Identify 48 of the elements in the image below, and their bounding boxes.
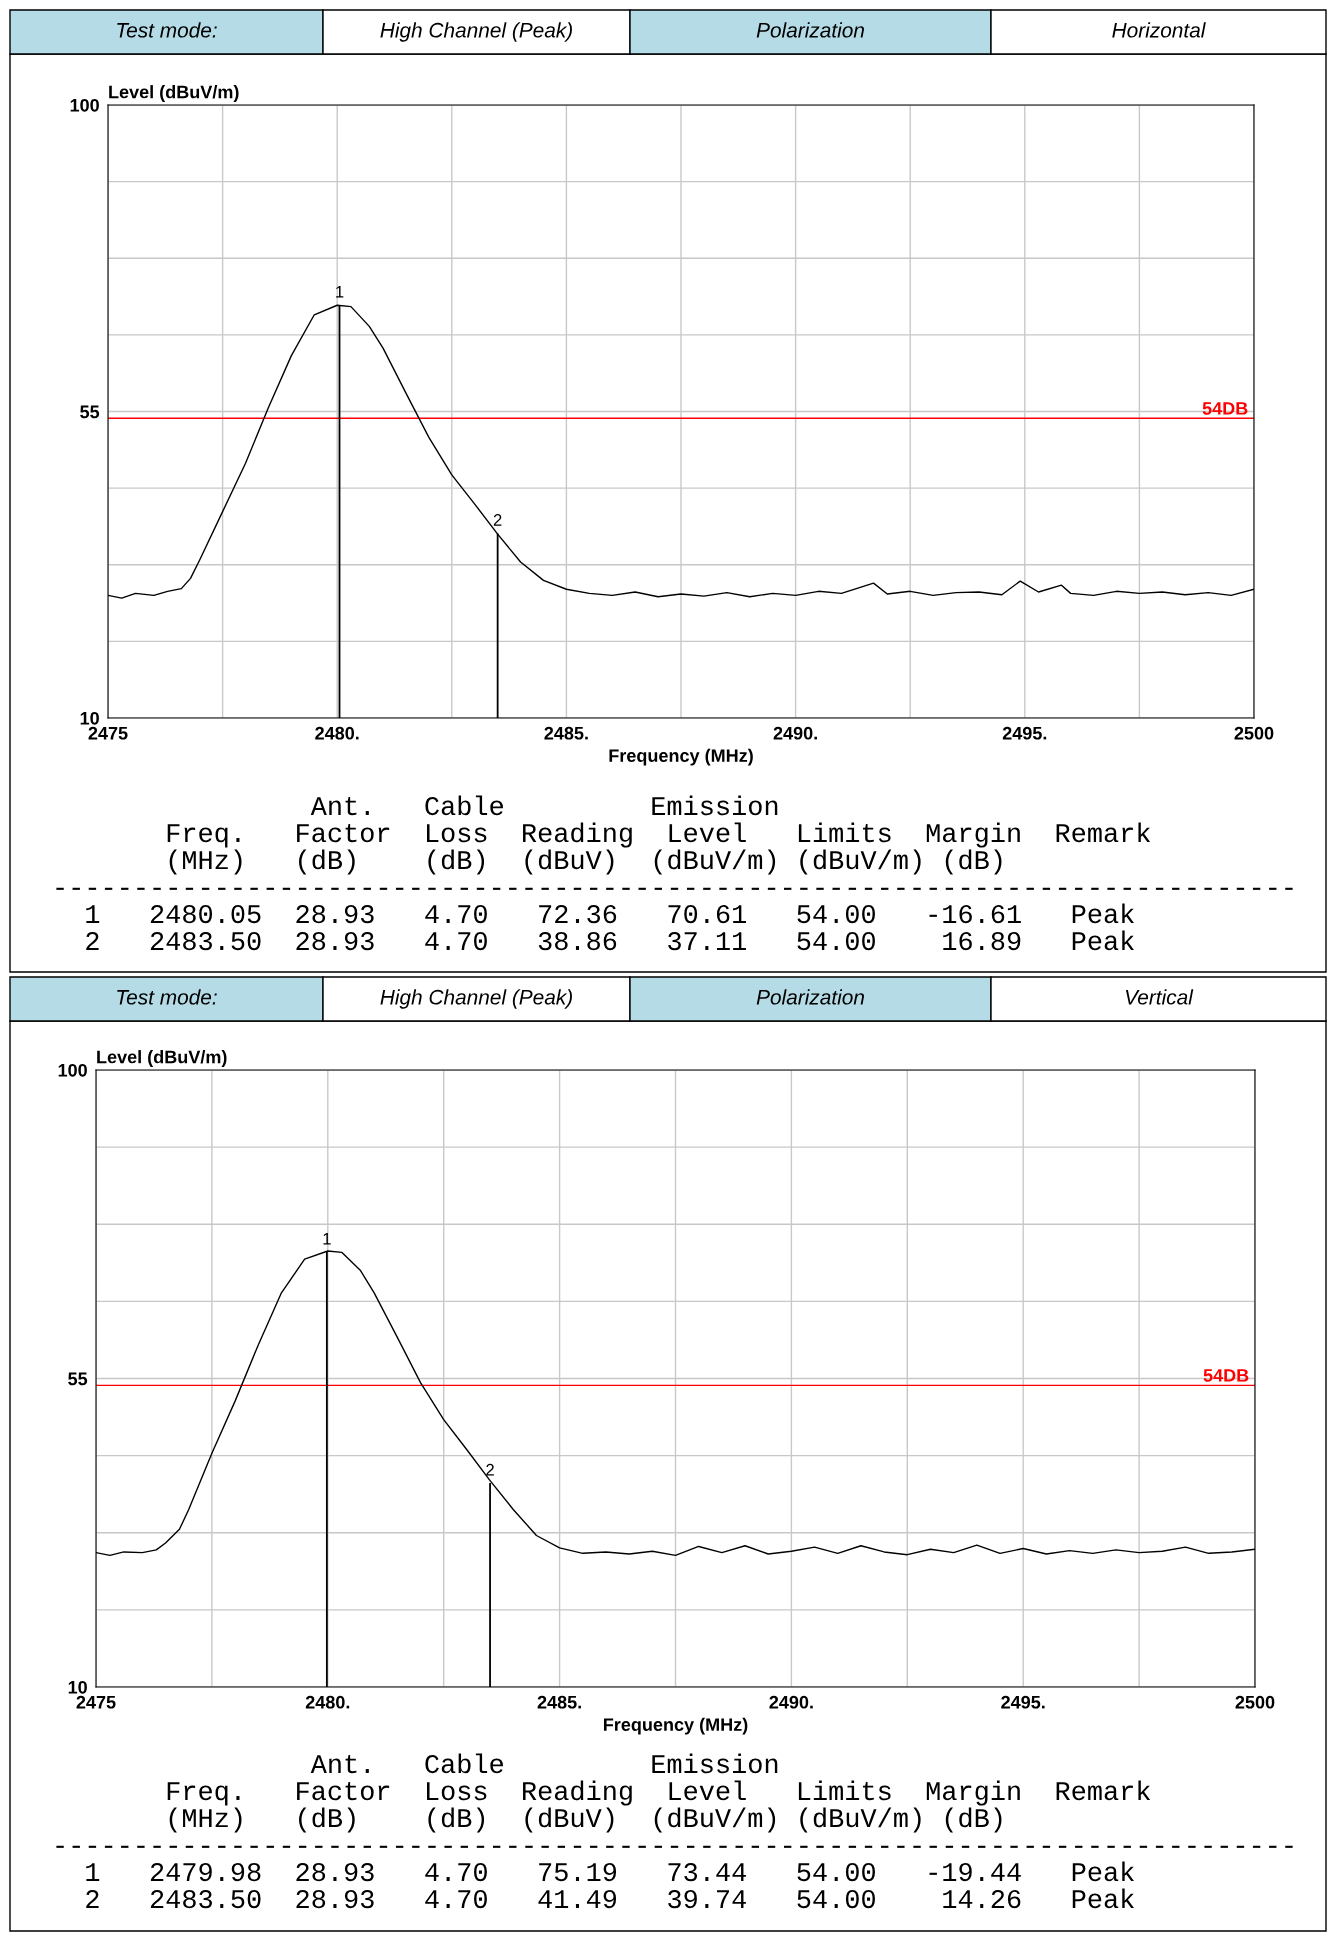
x-axis-title: Frequency (MHz) [603, 1717, 748, 1735]
text: Polarization [756, 22, 864, 38]
x-tick-label: 2500 [1234, 726, 1274, 740]
text: High Channel (Peak) [380, 22, 572, 42]
x-tick-label: 2495. [1002, 726, 1047, 740]
text: ----------------------------------------------------------------------------- [56, 887, 1293, 890]
text: Freq. Factor Loss Reading Level Limits Margin Remark [167, 1780, 1151, 1806]
text: Ant. Cable Emission [310, 1753, 778, 1774]
x-tick-label: 2480. [315, 726, 359, 740]
text: 2 2483.50 28.93 4.70 41.49 39.74 54.00 14.26 Peak [86, 1888, 1134, 1909]
annotation: 2 [486, 1463, 494, 1476]
x-tick-label: 2490. [769, 1695, 813, 1709]
ref-line-label: 54DB [1202, 402, 1248, 415]
y-tick-label: 10 [80, 711, 99, 725]
x-tick-label: 2475 [88, 726, 128, 740]
y-tick-label: 100 [58, 1063, 87, 1077]
ref-line-label: 54DB [1203, 1369, 1249, 1382]
text: Freq. Factor Loss Reading Level Limits Margin Remark [167, 822, 1151, 848]
text: Horizontal [1112, 22, 1206, 38]
y-tick-label: 100 [70, 98, 99, 112]
text: Test mode: [117, 989, 217, 1005]
text: (MHz) (dB) (dB) (dBuV) (dBuV/m) (dBuV/m) (dB) [169, 1807, 1002, 1833]
annotation: 1 [323, 1232, 331, 1245]
y-tick-label: 55 [80, 405, 100, 419]
y-axis-title: Level (dBuV/m) [97, 1050, 227, 1067]
y-axis-title: Level (dBuV/m) [109, 85, 239, 102]
annotation: 2 [493, 514, 502, 526]
text: Vertical [1125, 989, 1194, 1005]
x-tick-label: 2495. [1001, 1695, 1045, 1709]
x-tick-label: 2475 [76, 1695, 116, 1709]
x-tick-label: 2500 [1235, 1695, 1275, 1709]
annotation: 1 [336, 286, 344, 298]
text: ----------------------------------------------------------------------------- [56, 1845, 1293, 1848]
text: Polarization [756, 989, 864, 1005]
y-tick-label: 10 [68, 1680, 87, 1694]
x-tick-label: 2485. [544, 726, 588, 740]
text: (MHz) (dB) (dB) (dBuV) (dBuV/m) (dBuV/m) (dB) [169, 849, 1002, 875]
text: High Channel (Peak) [380, 989, 572, 1009]
text: 1 2480.05 28.93 4.70 72.36 70.61 54.00 -16.61 Peak [86, 903, 1134, 924]
text: 2 2483.50 28.93 4.70 38.86 37.11 54.00 16.89 Peak [86, 930, 1134, 951]
y-tick-label: 55 [68, 1372, 88, 1386]
x-tick-label: 2490. [773, 726, 817, 740]
x-tick-label: 2485. [537, 1695, 581, 1709]
text: Ant. Cable Emission [310, 795, 778, 816]
x-axis-title: Frequency (MHz) [609, 748, 753, 766]
text: 1 2479.98 28.93 4.70 75.19 73.44 54.00 -19.44 Peak [86, 1861, 1134, 1882]
x-tick-label: 2480. [305, 1695, 350, 1709]
text: Test mode: [117, 22, 217, 38]
